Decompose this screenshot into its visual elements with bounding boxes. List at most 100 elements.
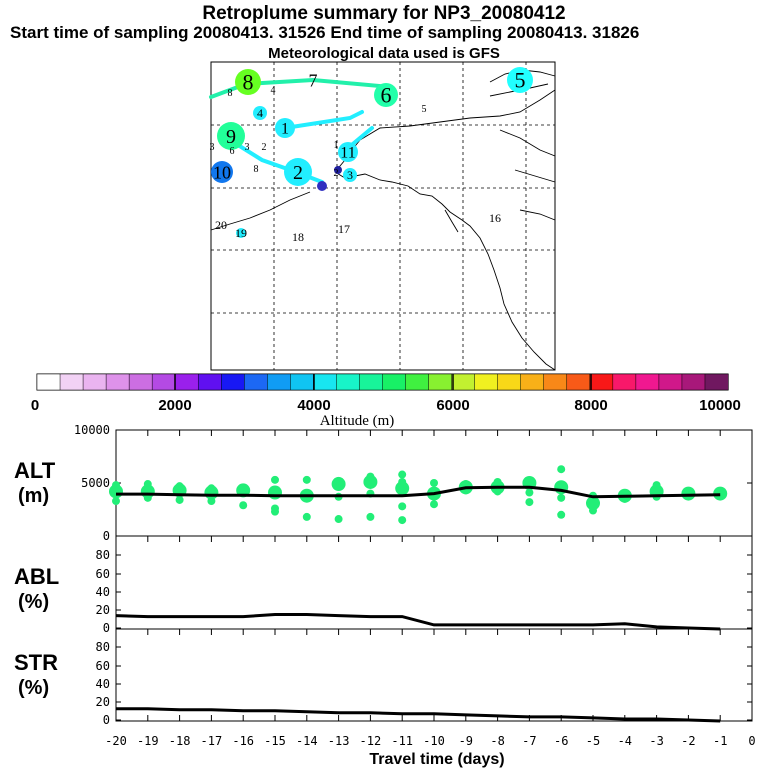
map-marker-label: 4 [271,85,276,96]
x-tick-label: -14 [296,734,318,748]
alt-data-point [207,484,216,493]
colorbar-cell [635,373,660,391]
colorbar-label: Altitude (m) [320,413,395,429]
alt-data-point [713,486,728,501]
colorbar-cell [704,373,729,391]
alt-data-point [398,477,407,486]
colorbar-cell [290,373,315,391]
y-tick-label: 0 [103,529,110,543]
y-tick-label: 80 [96,548,110,562]
colorbar-cell [336,373,361,391]
alt-data-point [334,476,343,485]
colorbar-cell [589,373,614,391]
x-axis: -20 -19 -18 -17 -16 -15 -14 -13 -12 -11 -10 -9 -8 -7-… [105,430,756,748]
colorbar-cell [612,373,637,391]
page-title: Retroplume summary for NP3_20080412 [202,3,566,24]
map-marker-label: 9 [226,126,236,148]
colorbar-cell [36,373,61,391]
alt-data-point [395,481,410,496]
alt-data-point [366,512,375,521]
map-marker-label: 8 [254,164,259,175]
map-marker-label: 10 [213,162,231,182]
map-frame [210,61,556,371]
x-tick-label: -9 [459,734,473,748]
x-tick-label: 0 [748,734,755,748]
alt-data-point [175,495,184,504]
alt-data-point [461,480,470,489]
map-marker-label: 6 [381,83,392,108]
x-tick-label: -6 [554,734,568,748]
map-marker [275,118,295,138]
map-marker-label: 20 [215,218,227,232]
colorbar-cell [382,373,407,391]
colorbar-cell [497,373,522,391]
alt-data-point [652,481,661,490]
colorbar-cell [244,373,268,391]
abl-frame [115,535,753,630]
alt-data-point [430,500,438,509]
colorbar-tick-label: 0 [31,397,39,414]
y-tick-label: 60 [96,659,110,673]
map-marker-label: 1 [281,121,289,138]
x-tick-label: -3 [649,734,663,748]
str-series-line [116,707,721,723]
map-marker-label: 16 [489,211,501,225]
map-marker [374,83,398,107]
map-marker-label: 3 [210,142,215,153]
abl-ylabel-unit: (%) [18,591,49,613]
y-tick-label: 20 [96,603,110,617]
colorbar-tick-label: 10000 [699,397,741,414]
x-tick-label: -1 [713,734,727,748]
alt-data-point [334,515,343,524]
x-tick-label: -10 [423,734,445,748]
abl-panel: ABL (%) 80 60 40 20 0 [14,535,753,635]
map-marker [507,67,533,93]
y-tick-label: 10000 [74,423,110,437]
alt-data-point [684,487,693,496]
colorbar-cell [359,373,384,391]
alt-data-point [525,476,534,485]
colorbar-cell [267,373,292,391]
colorbar-cell [681,373,706,391]
x-tick-label: -8 [490,734,504,748]
x-tick-label: -18 [169,734,191,748]
colorbar-cell [221,373,245,391]
colorbar-cell [520,373,545,391]
alt-data-point [239,484,248,493]
colorbar-cell [474,373,499,391]
colorbar-cell [197,373,222,391]
map-marker-label: 18 [292,230,304,244]
colorbar-cell [658,373,683,391]
colorbar-tick-label: 6000 [436,397,469,414]
colorbar-cell [566,373,591,391]
x-tick-label: -2 [681,734,695,748]
y-tick-label: 40 [96,677,110,691]
colorbar-tick-label: 8000 [574,397,607,414]
met-data-note: Meteorological data used is GFS [268,45,500,62]
alt-data-point [398,516,407,525]
map-marker-label: 1 [334,140,339,151]
str-frame [115,628,753,722]
map-marker [217,122,245,150]
x-tick-label: -17 [201,734,223,748]
map-marker [317,181,327,191]
y-tick-label: 60 [96,567,110,581]
colorbar-cell [128,373,153,391]
alt-data-point [525,488,534,497]
map-marker [334,166,342,174]
colorbar-cell [105,373,130,391]
y-tick-label: 20 [96,695,110,709]
x-tick-label: -4 [618,734,632,748]
colorbar-cell [174,373,199,391]
colorbar-cell [543,373,568,391]
alt-data-point [398,502,407,511]
x-tick-label: -5 [586,734,600,748]
map-marker [236,228,246,238]
x-tick-label: -7 [522,734,536,748]
abl-series-line [115,613,721,631]
sampling-time: Start time of sampling 20080413. 31526 E… [10,23,640,42]
map-marker [211,161,233,183]
x-tick-label: -19 [137,734,159,748]
